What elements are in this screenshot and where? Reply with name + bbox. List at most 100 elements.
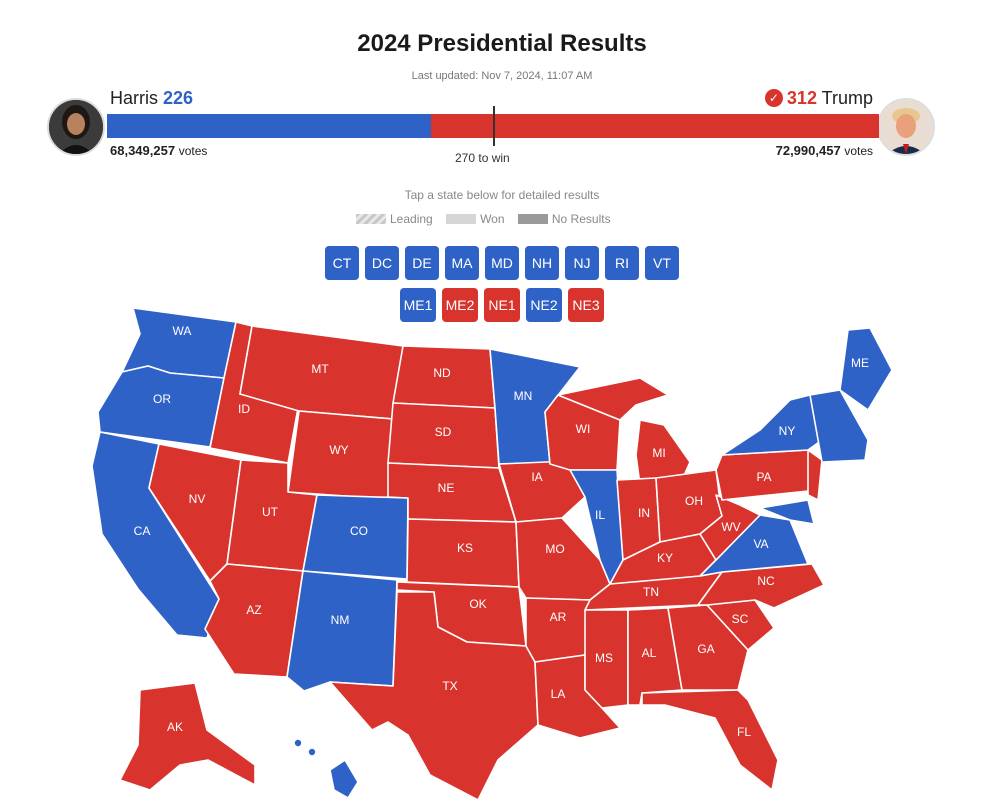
state-labels: WA OR CA ID NV MT WY UT AZ CO NM ND SD NE KS OK TX MN IA MO… [134, 324, 869, 739]
state-label-az: AZ [246, 603, 261, 617]
trump-votes-value: 72,990,457 [775, 143, 841, 158]
harris-name: Harris [110, 88, 158, 108]
state-label-sc: SC [732, 612, 749, 626]
state-label-nc: NC [757, 574, 775, 588]
legend-won: Won [446, 212, 505, 226]
state-label-wa: WA [173, 324, 192, 338]
won-swatch [446, 214, 477, 224]
no-results-swatch [517, 214, 548, 224]
state-label-fl: FL [737, 725, 751, 739]
state-label-la: LA [551, 687, 566, 701]
state-ar[interactable] [525, 597, 591, 663]
to-win-label: 270 to win [455, 151, 510, 165]
trump-electoral-votes: 312 [786, 88, 817, 108]
legend-no-results-label: No Results [551, 212, 611, 226]
state-ak[interactable] [119, 682, 256, 791]
state-label-ny: NY [779, 424, 796, 438]
state-label-mt: MT [311, 362, 329, 376]
state-label-co: CO [350, 524, 368, 538]
state-button-md[interactable]: MD [485, 246, 519, 280]
page-title: 2024 Presidential Results [357, 30, 647, 57]
state-label-al: AL [642, 646, 657, 660]
state-label-ca: CA [134, 524, 151, 538]
district-button-ne3[interactable]: NE3 [568, 288, 604, 322]
state-me[interactable] [839, 327, 893, 411]
harris-votes-label: votes [178, 144, 208, 158]
trump-name: Trump [821, 88, 873, 108]
state-new-england[interactable] [809, 389, 869, 463]
state-button-de[interactable]: DE [405, 246, 439, 280]
state-label-ak: AK [167, 720, 183, 734]
state-wv[interactable] [699, 494, 761, 561]
harris-bar-segment [107, 114, 431, 138]
state-button-ri[interactable]: RI [605, 246, 639, 280]
harris-popular-votes: 68,349,257 votes [110, 143, 207, 158]
state-label-in: IN [638, 506, 650, 520]
state-ny[interactable] [721, 394, 823, 456]
trump-avatar [877, 98, 935, 156]
state-label-ky: KY [657, 551, 673, 565]
state-label-wy: WY [329, 443, 348, 457]
state-label-ms: MS [595, 651, 613, 665]
district-button-ne2[interactable]: NE2 [526, 288, 562, 322]
state-label-wi: WI [576, 422, 591, 436]
state-label-oh: OH [685, 494, 703, 508]
state-tx[interactable] [329, 591, 539, 801]
state-label-nd: ND [433, 366, 451, 380]
state-label-id: ID [238, 402, 250, 416]
state-button-vt[interactable]: VT [645, 246, 679, 280]
state-button-ma[interactable]: MA [445, 246, 479, 280]
state-label-ks: KS [457, 541, 473, 555]
state-label-mn: MN [514, 389, 533, 403]
win-threshold-marker [493, 106, 495, 146]
state-label-mo: MO [545, 542, 564, 556]
state-label-sd: SD [435, 425, 452, 439]
small-state-buttons: CT DC DE MA MD NH NJ RI VT [0, 246, 1004, 280]
last-updated: Last updated: Nov 7, 2024, 11:07 AM [411, 70, 593, 82]
state-nj[interactable] [807, 449, 823, 501]
legend-leading-label: Leading [390, 212, 433, 226]
state-label-tx: TX [442, 679, 457, 693]
state-label-wv: WV [721, 520, 740, 534]
legend-won-label: Won [480, 212, 505, 226]
state-label-tn: TN [643, 585, 659, 599]
state-hi-island[interactable] [293, 738, 303, 748]
state-label-va: VA [753, 537, 768, 551]
state-label-ar: AR [550, 610, 567, 624]
state-az[interactable] [204, 563, 304, 678]
state-label-ut: UT [262, 505, 279, 519]
state-button-nh[interactable]: NH [525, 246, 559, 280]
trump-bar-segment [431, 114, 879, 138]
state-label-pa: PA [756, 470, 771, 484]
leading-swatch [356, 214, 386, 224]
state-label-me: ME [851, 356, 869, 370]
electoral-bar [107, 106, 879, 146]
state-label-ok: OK [469, 597, 486, 611]
state-button-nj[interactable]: NJ [565, 246, 599, 280]
state-label-ne: NE [438, 481, 455, 495]
state-button-dc[interactable]: DC [365, 246, 399, 280]
state-nm[interactable] [286, 570, 398, 692]
district-button-me1[interactable]: ME1 [400, 288, 436, 322]
state-label-ia: IA [531, 470, 542, 484]
state-hi-island[interactable] [307, 747, 317, 757]
harris-avatar [47, 98, 105, 156]
district-button-ne1[interactable]: NE1 [484, 288, 520, 322]
trump-votes-label: votes [844, 144, 873, 158]
harris-votes-value: 68,349,257 [110, 143, 176, 158]
district-buttons: ME1 ME2 NE1 NE2 NE3 [0, 288, 1004, 322]
state-hi[interactable] [329, 759, 359, 799]
state-mi[interactable] [557, 377, 669, 421]
harris-electoral-votes: 226 [163, 88, 194, 108]
legend: Leading Won No Results [356, 212, 621, 226]
tap-hint: Tap a state below for detailed results [404, 188, 600, 202]
state-md-de[interactable] [759, 499, 815, 525]
district-button-me2[interactable]: ME2 [442, 288, 478, 322]
state-label-ga: GA [697, 642, 714, 656]
state-button-ct[interactable]: CT [325, 246, 359, 280]
check-icon: ✓ [764, 89, 783, 107]
state-label-nm: NM [331, 613, 350, 627]
state-label-or: OR [153, 392, 171, 406]
state-fl[interactable] [641, 689, 779, 791]
